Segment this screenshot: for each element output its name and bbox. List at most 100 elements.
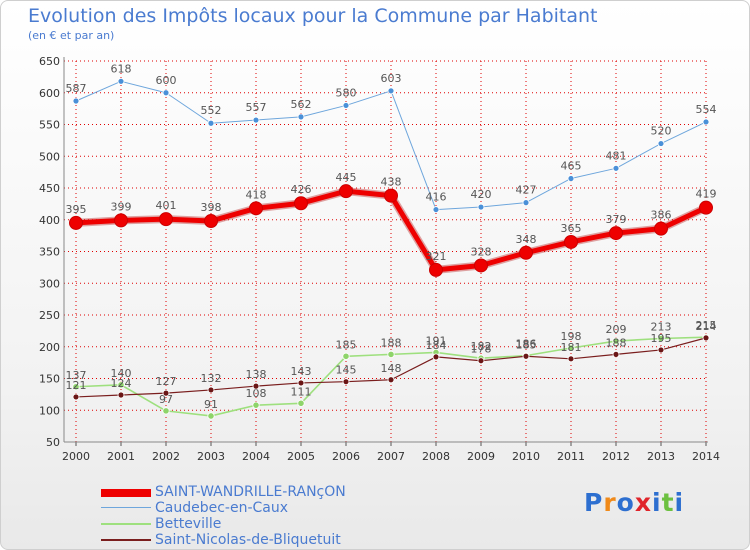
x-tick-label: 2004 <box>242 450 270 463</box>
data-label-caudebec: 600 <box>156 74 177 87</box>
data-point-saint-nicolas <box>477 357 485 365</box>
data-point-caudebec <box>567 175 575 182</box>
x-tick-label: 2013 <box>647 450 675 463</box>
data-label-saint-wandrille: 438 <box>381 176 402 189</box>
data-point-betteville <box>252 401 260 409</box>
legend-label: Caudebec-en-Caux <box>155 500 289 516</box>
logo-letter: i <box>652 488 662 517</box>
data-label-saint-nicolas: 214 <box>696 320 717 333</box>
data-label-betteville: 108 <box>246 387 267 400</box>
y-tick-label: 200 <box>39 341 60 354</box>
logo-letter: t <box>661 488 675 517</box>
data-label-caudebec: 552 <box>201 104 222 117</box>
x-tick-label: 2001 <box>107 450 135 463</box>
data-label-saint-wandrille: 399 <box>111 200 132 213</box>
data-label-caudebec: 520 <box>651 125 672 138</box>
x-tick-label: 2010 <box>512 450 540 463</box>
data-point-caudebec <box>522 199 530 207</box>
data-point-saint-nicolas <box>432 353 440 361</box>
data-label-betteville: 188 <box>381 336 402 349</box>
data-point-betteville <box>612 337 620 345</box>
data-point-caudebec <box>297 113 305 121</box>
data-point-saint-wandrille <box>69 215 83 230</box>
data-point-saint-nicolas <box>297 379 305 387</box>
data-label-caudebec: 427 <box>516 184 537 197</box>
data-point-saint-wandrille <box>564 234 578 249</box>
data-label-betteville: 213 <box>651 320 672 333</box>
data-point-saint-wandrille <box>609 226 623 241</box>
data-point-saint-wandrille <box>114 213 128 228</box>
data-point-saint-nicolas <box>702 334 710 342</box>
data-point-betteville <box>342 352 350 360</box>
data-point-caudebec <box>657 140 665 147</box>
x-tick-label: 2003 <box>197 450 225 463</box>
data-point-saint-wandrille <box>654 221 668 236</box>
x-tick-label: 2006 <box>332 450 360 463</box>
data-point-betteville <box>297 399 305 407</box>
data-label-saint-nicolas: 132 <box>201 372 222 385</box>
y-tick-label: 500 <box>39 150 60 163</box>
y-tick-label: 550 <box>39 119 60 132</box>
data-label-saint-nicolas: 121 <box>66 379 87 392</box>
data-label-saint-nicolas: 181 <box>561 341 582 354</box>
data-point-caudebec <box>702 118 710 126</box>
data-label-saint-wandrille: 321 <box>426 250 447 263</box>
data-label-caudebec: 557 <box>246 101 267 114</box>
data-label-saint-nicolas: 124 <box>111 377 132 390</box>
data-point-saint-wandrille <box>384 188 398 203</box>
data-label-saint-wandrille: 401 <box>156 199 177 212</box>
data-label-caudebec: 580 <box>336 86 357 99</box>
data-label-saint-wandrille: 348 <box>516 233 537 246</box>
x-tick-label: 2009 <box>467 450 495 463</box>
data-point-caudebec <box>162 89 170 97</box>
y-tick-label: 350 <box>39 246 60 259</box>
data-label-caudebec: 481 <box>606 149 627 162</box>
data-point-caudebec <box>477 203 485 211</box>
data-point-caudebec <box>432 206 440 213</box>
data-point-saint-nicolas <box>252 382 260 390</box>
data-point-betteville <box>117 381 125 389</box>
data-label-betteville: 91 <box>204 398 218 411</box>
y-tick-label: 450 <box>39 182 60 195</box>
data-label-caudebec: 587 <box>66 82 87 95</box>
data-label-saint-wandrille: 386 <box>651 209 672 222</box>
data-point-betteville <box>387 350 395 358</box>
data-label-saint-nicolas: 195 <box>651 332 672 345</box>
data-point-betteville <box>567 344 575 352</box>
proxiti-logo: Proxiti <box>584 488 684 517</box>
data-point-caudebec <box>252 116 260 124</box>
y-tick-label: 50 <box>46 436 60 449</box>
data-point-caudebec <box>612 164 620 172</box>
x-tick-label: 2000 <box>62 450 90 463</box>
data-point-saint-nicolas <box>522 352 530 360</box>
data-label-caudebec: 562 <box>291 98 312 111</box>
y-tick-label: 250 <box>39 309 60 322</box>
legend-swatch <box>101 539 151 541</box>
data-label-saint-nicolas: 145 <box>336 364 357 377</box>
data-point-saint-nicolas <box>207 386 215 394</box>
data-label-saint-nicolas: 138 <box>246 368 267 381</box>
data-label-betteville: 140 <box>111 367 132 380</box>
data-label-saint-wandrille: 419 <box>696 188 717 201</box>
data-label-saint-wandrille: 365 <box>561 222 582 235</box>
legend-swatch <box>101 507 151 508</box>
y-tick-label: 600 <box>39 87 60 100</box>
data-label-saint-wandrille: 398 <box>201 201 222 214</box>
data-point-saint-wandrille <box>429 262 443 277</box>
data-label-betteville: 191 <box>426 334 447 347</box>
y-tick-label: 400 <box>39 214 60 227</box>
data-label-caudebec: 420 <box>471 188 492 201</box>
data-point-betteville <box>207 412 215 420</box>
data-label-caudebec: 554 <box>696 103 717 116</box>
x-tick-label: 2012 <box>602 450 630 463</box>
logo-letter: P <box>584 488 604 517</box>
data-label-saint-wandrille: 395 <box>66 203 87 216</box>
logo-letter: i <box>674 488 685 517</box>
data-label-betteville: 215 <box>696 319 717 332</box>
x-tick-label: 2002 <box>152 450 180 463</box>
legend-label: Betteville <box>155 516 222 532</box>
data-label-saint-nicolas: 178 <box>471 343 492 356</box>
data-label-saint-nicolas: 185 <box>516 338 537 351</box>
data-point-saint-nicolas <box>567 355 575 363</box>
